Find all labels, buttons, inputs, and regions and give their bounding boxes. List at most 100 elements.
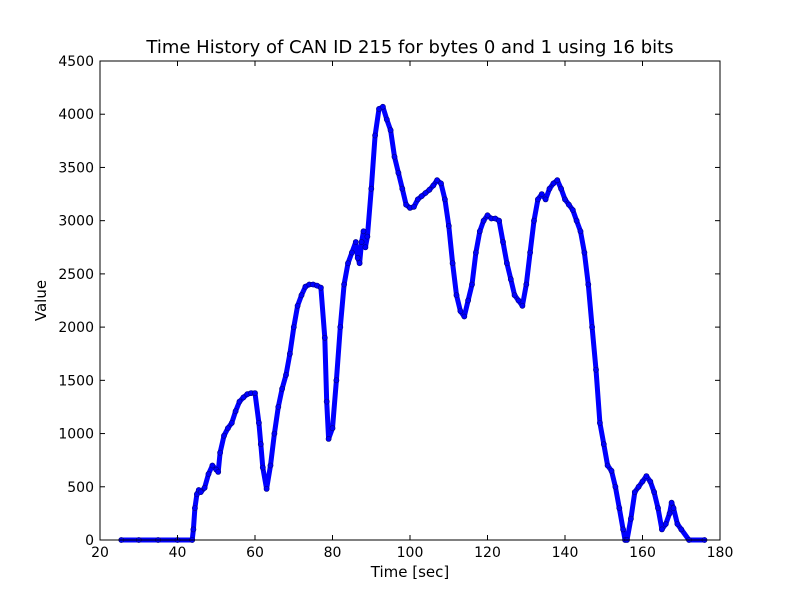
y-tick-label: 4500 [58,54,94,70]
data-point [383,116,390,123]
data-point [597,419,603,426]
data-point [356,260,363,267]
data-point [325,435,332,442]
y-tick-label: 500 [67,480,94,496]
data-point [333,377,340,384]
data-point [480,217,487,224]
data-point [348,249,355,256]
data-point [655,505,661,511]
data-point [507,276,514,283]
data-point [461,313,468,320]
data-point [519,302,526,309]
data-point [569,207,576,213]
data-point [410,203,417,210]
data-point [542,196,549,203]
y-tick-label: 2000 [58,320,94,336]
data-point [566,201,572,208]
data-point [255,419,262,426]
data-point [643,473,650,479]
data-point [271,430,278,437]
data-point [201,484,208,491]
x-tick-label: 60 [246,545,264,561]
data-point [558,185,564,192]
data-point [449,260,456,267]
data-point [593,366,599,373]
data-point [472,249,479,256]
data-point [240,394,247,401]
data-point [554,177,561,184]
data-point [430,182,437,189]
data-point [503,260,510,267]
x-tick-label: 140 [552,545,579,561]
data-point [438,180,444,187]
data-point [666,510,673,517]
data-point [362,244,369,251]
data-point [500,239,506,245]
x-tick-label: 160 [629,545,656,561]
data-point [422,190,429,196]
data-point [441,196,448,203]
data-point [317,284,324,291]
data-point [581,249,588,256]
data-point [298,292,305,299]
x-tick-label: 120 [474,545,501,561]
data-point [496,217,502,224]
data-point [535,196,541,203]
data-point [275,403,282,410]
data-point [426,186,433,193]
data-point [232,408,239,415]
y-tick-label: 3500 [58,160,94,176]
data-point [620,526,626,533]
data-point [469,281,475,288]
x-tick-label: 40 [169,545,187,561]
data-point [434,177,440,184]
data-point [678,526,685,533]
data-point [550,180,557,187]
data-point [217,449,223,456]
data-point [257,441,264,448]
data-point [670,505,677,511]
data-point [585,281,592,288]
data-point [453,292,460,299]
data-point [635,483,642,490]
data-point [631,489,638,495]
data-point [294,302,301,309]
data-point [562,196,568,203]
x-tick-label: 100 [397,545,424,561]
data-point [662,521,669,527]
y-tick-label: 1000 [58,427,94,443]
data-point [573,217,580,224]
data-point [589,324,595,330]
x-tick-label: 180 [707,545,734,561]
data-point [379,103,386,110]
data-point [628,515,634,522]
plot-frame [99,60,721,541]
data-point [531,217,537,224]
data-point [286,350,293,357]
data-point [290,324,297,330]
data-point [484,212,491,219]
data-point [360,228,367,235]
data-point [527,249,533,256]
x-tick-label: 80 [324,545,342,561]
data-point [659,526,665,533]
y-tick-label: 3000 [58,214,94,230]
data-point [457,308,464,314]
data-point [197,489,204,495]
data-point [283,372,289,378]
data-point [651,489,657,495]
data-point [616,505,623,511]
data-point [418,193,425,200]
data-point [577,228,584,235]
data-point [372,132,378,139]
data-point [329,425,336,432]
data-point [224,425,231,432]
data-point [403,201,409,208]
y-tick-label: 0 [85,533,94,549]
data-point [523,281,530,288]
y-tick-label: 4000 [58,107,94,123]
data-point [267,462,274,469]
data-point [221,432,227,439]
